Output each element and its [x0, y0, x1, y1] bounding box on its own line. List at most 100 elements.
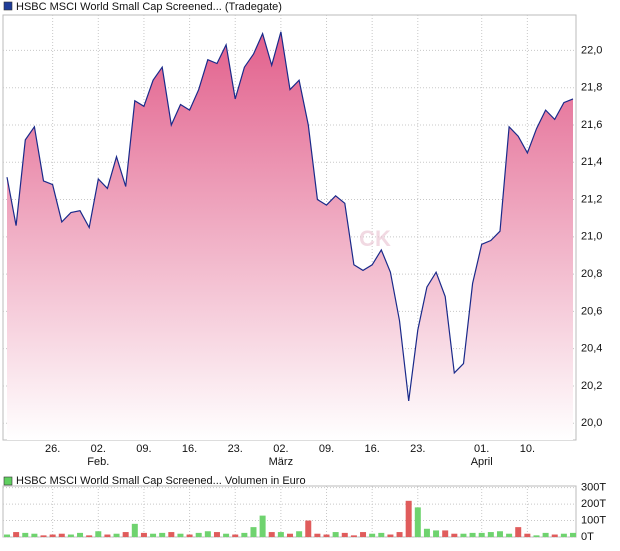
month-label: März	[269, 456, 293, 468]
volume-bar	[551, 534, 558, 537]
volume-bar	[405, 500, 412, 537]
volume-bar	[204, 531, 211, 537]
legend-swatch	[3, 476, 13, 486]
watermark: CK	[359, 226, 391, 251]
volume-bar	[460, 533, 467, 537]
month-label: Feb.	[87, 456, 109, 468]
volume-bar	[58, 533, 65, 537]
volume-bar	[223, 533, 230, 537]
y-tick-label: 22,0	[581, 44, 602, 56]
y-tick-label: 20,4	[581, 343, 602, 355]
volume-bar	[433, 530, 440, 537]
volume-bar	[40, 535, 47, 537]
x-tick-label: 10.	[520, 443, 535, 455]
price-area	[7, 31, 573, 441]
volume-bar	[341, 532, 348, 537]
volume-bar	[177, 533, 184, 537]
volume-bar	[186, 534, 193, 537]
plot-frame	[2, 485, 577, 538]
volume-bar	[259, 515, 266, 537]
volume-bar	[442, 530, 449, 537]
volume-bar	[113, 533, 120, 537]
x-tick-label: 16.	[182, 443, 197, 455]
y-tick-label: 21,6	[581, 119, 602, 131]
y-tick-label: 300T	[581, 482, 606, 494]
volume-bar	[213, 532, 220, 537]
volume-bar	[86, 535, 93, 537]
x-tick-label: 01.	[474, 443, 489, 455]
volume-bar	[77, 532, 84, 537]
volume-bar	[287, 533, 293, 537]
volume-bar	[350, 535, 357, 537]
x-tick-label: 02.	[91, 443, 106, 455]
volume-bar	[478, 532, 485, 537]
volume-bar	[159, 532, 166, 537]
volume-bar	[396, 532, 403, 537]
volume-bar	[533, 535, 540, 537]
volume-bar	[49, 534, 56, 537]
volume-bar	[232, 534, 239, 537]
legend-label: HSBC MSCI World Small Cap Screened... (T…	[16, 1, 282, 13]
volume-bar	[423, 528, 430, 537]
volume-bar	[67, 534, 74, 537]
volume-bar	[104, 534, 111, 537]
volume-bar	[140, 532, 147, 537]
y-tick-label: 200T	[581, 498, 606, 510]
volume-bar	[369, 533, 376, 537]
y-tick-label: 21,0	[581, 231, 602, 243]
y-tick-label: 20,0	[581, 417, 602, 429]
y-tick-label: 20,2	[581, 380, 602, 392]
x-tick-label: 23.	[410, 443, 425, 455]
volume-bar	[31, 533, 38, 537]
y-tick-label: 100T	[581, 514, 606, 526]
volume-bar	[360, 532, 367, 537]
legend-label: HSBC MSCI World Small Cap Screened... Vo…	[16, 475, 306, 487]
x-tick-label: 16.	[365, 443, 380, 455]
y-tick-label: 21,8	[581, 82, 602, 94]
volume-bar	[515, 527, 522, 537]
volume-bar	[378, 532, 385, 537]
x-tick-label: 02.	[273, 443, 288, 455]
volume-bar	[13, 532, 20, 537]
x-tick-label: 09.	[319, 443, 334, 455]
volume-bar	[250, 527, 257, 537]
legend-swatch	[3, 1, 13, 11]
x-tick-label: 09.	[136, 443, 151, 455]
volume-bar	[332, 532, 339, 537]
y-tick-label: 20,8	[581, 268, 602, 280]
volume-bar	[469, 532, 476, 537]
price-line	[6, 31, 574, 401]
volume-bar	[487, 532, 494, 537]
volume-bar	[241, 532, 248, 537]
volume-bar	[560, 533, 567, 537]
x-tick-label: 23.	[228, 443, 243, 455]
y-tick-label: 0T	[581, 531, 594, 543]
volume-bar	[4, 534, 10, 537]
month-label: April	[471, 456, 493, 468]
volume-bar	[122, 532, 129, 537]
x-tick-label: 26.	[45, 443, 60, 455]
volume-bar	[22, 532, 29, 537]
volume-bar	[95, 531, 102, 537]
volume-bar	[314, 533, 321, 537]
volume-bar	[150, 533, 157, 537]
y-tick-label: 21,4	[581, 156, 602, 168]
volume-bar	[277, 532, 284, 537]
volume-bar	[524, 533, 531, 537]
volume-bar	[451, 533, 458, 537]
volume-bar	[268, 532, 275, 537]
volume-bar	[195, 532, 202, 537]
volume-bar	[323, 534, 330, 537]
volume-bar	[496, 531, 503, 537]
volume-bar	[131, 523, 138, 537]
volume-bar	[296, 531, 303, 537]
y-tick-label: 21,2	[581, 193, 602, 205]
volume-bar	[387, 534, 394, 537]
volume-bar	[305, 520, 312, 537]
volume-bar	[168, 532, 175, 537]
y-tick-label: 20,6	[581, 305, 602, 317]
volume-bar	[506, 533, 513, 537]
volume-bar	[414, 507, 421, 537]
volume-bar	[570, 532, 576, 537]
